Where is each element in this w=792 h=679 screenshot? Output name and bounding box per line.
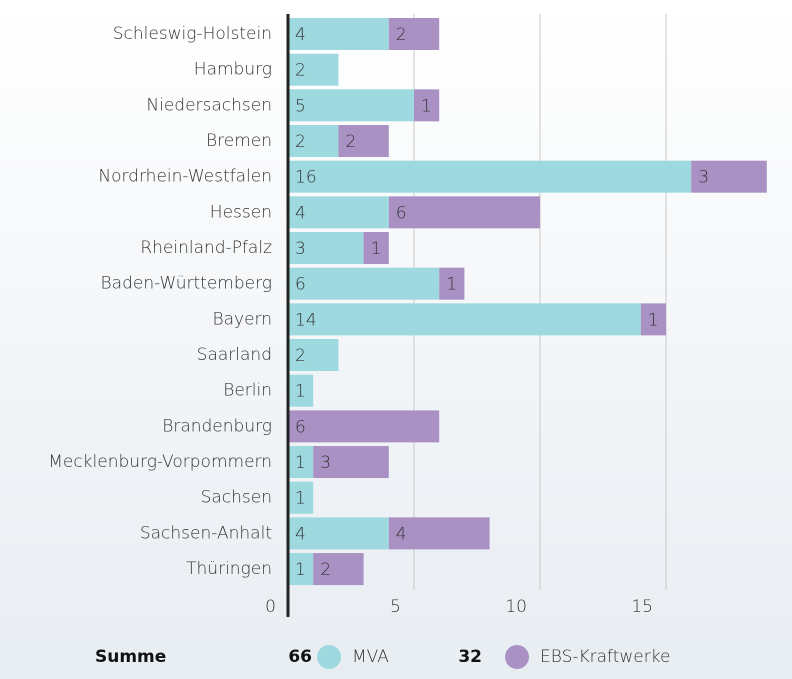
y-tick-label: Mecklenburg-Vorpommern — [48, 452, 272, 472]
value-label: 2 — [295, 132, 306, 152]
value-label: 6 — [396, 203, 407, 223]
x-tick-label: 0 — [265, 597, 276, 617]
bar-segment — [338, 125, 389, 158]
bar-segment — [388, 18, 440, 50]
bar-segment — [288, 18, 389, 50]
y-tick-label: Thüringen — [186, 559, 272, 579]
bar-segment — [288, 517, 389, 550]
bar-segment — [288, 160, 692, 193]
y-tick-label: Bremen — [206, 131, 272, 151]
bar-segment — [288, 53, 339, 86]
value-label: 14 — [295, 310, 317, 330]
bar-segment — [288, 553, 314, 586]
value-label: 1 — [295, 382, 306, 402]
legend-swatch — [505, 645, 529, 669]
bar-segment — [288, 89, 414, 122]
bar-segment — [388, 196, 540, 229]
legend-label: EBS-Kraftwerke — [540, 647, 670, 667]
bar-segment — [691, 160, 767, 193]
bar-segment — [288, 481, 314, 514]
value-label: 1 — [371, 239, 382, 259]
bar-segment — [288, 303, 641, 336]
value-label: 1 — [648, 310, 659, 330]
bar-segment — [640, 303, 666, 336]
bar-segment — [288, 339, 339, 372]
value-label: 2 — [295, 346, 306, 366]
y-tick-label: Berlin — [223, 381, 272, 401]
value-label: 1 — [295, 453, 306, 473]
value-label: 16 — [295, 168, 317, 188]
bar-segment — [288, 125, 339, 158]
value-label: 3 — [320, 453, 331, 473]
total-value: 66 — [288, 647, 312, 667]
legend-swatch — [317, 645, 341, 669]
value-label: 4 — [396, 524, 407, 544]
value-label: 1 — [295, 489, 306, 509]
totals-label: Summe — [95, 647, 166, 667]
value-label: 2 — [320, 560, 331, 580]
bar-segment — [313, 446, 389, 479]
bar-segment — [288, 410, 440, 443]
bar-segment — [414, 89, 440, 122]
value-label: 2 — [345, 132, 356, 152]
bar-segment — [288, 374, 314, 407]
y-tick-label: Rheinland-Pfalz — [140, 238, 272, 258]
y-tick-label: Nordrhein-Westfalen — [98, 167, 272, 187]
value-label: 3 — [698, 168, 709, 188]
value-label: 5 — [295, 96, 306, 116]
bar-segment — [288, 267, 440, 300]
y-tick-label: Baden-Württemberg — [101, 274, 272, 294]
x-tick-label: 15 — [631, 597, 653, 617]
value-label: 1 — [446, 275, 457, 295]
value-label: 2 — [396, 25, 407, 45]
y-tick-label: Hamburg — [194, 60, 272, 80]
total-value: 32 — [458, 647, 482, 667]
bar-segment — [288, 446, 314, 479]
y-tick-label: Niedersachsen — [146, 95, 272, 115]
value-label: 2 — [295, 61, 306, 81]
y-tick-label: Brandenburg — [162, 416, 272, 436]
bar-segment — [313, 553, 364, 586]
y-tick-label: Sachsen — [201, 488, 272, 508]
value-label: 1 — [295, 560, 306, 580]
y-tick-label: Schleswig-Holstein — [113, 24, 272, 44]
bar-segment — [363, 232, 389, 265]
value-label: 3 — [295, 239, 306, 259]
bar-segment — [388, 517, 490, 550]
y-tick-label: Sachsen-Anhalt — [140, 523, 272, 543]
value-label: 1 — [421, 96, 432, 116]
x-tick-label: 10 — [505, 597, 527, 617]
y-tick-label: Saarland — [197, 345, 272, 365]
x-tick-label: 5 — [390, 597, 401, 617]
value-label: 4 — [295, 524, 306, 544]
legend-label: MVA — [352, 647, 389, 667]
y-tick-label: Bayern — [212, 309, 272, 329]
bar-segment — [288, 196, 389, 229]
value-label: 4 — [295, 203, 306, 223]
value-label: 4 — [295, 25, 306, 45]
bar-segment — [439, 267, 465, 300]
y-tick-label: Hessen — [210, 202, 272, 222]
bar-segment — [288, 232, 364, 265]
value-label: 6 — [295, 275, 306, 295]
value-label: 6 — [295, 417, 306, 437]
